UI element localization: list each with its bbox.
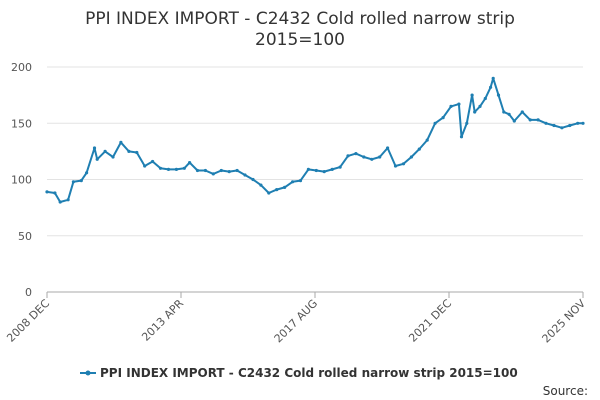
data-point[interactable] xyxy=(370,157,374,161)
data-point[interactable] xyxy=(227,170,231,174)
y-tick-label: 50 xyxy=(18,230,32,243)
y-tick-label: 150 xyxy=(11,117,32,130)
legend-label: PPI INDEX IMPORT - C2432 Cold rolled nar… xyxy=(100,366,518,380)
data-point[interactable] xyxy=(507,112,511,116)
data-point[interactable] xyxy=(425,138,429,142)
data-point[interactable] xyxy=(151,159,155,164)
data-point[interactable] xyxy=(79,179,83,183)
data-point[interactable] xyxy=(314,168,318,173)
data-point[interactable] xyxy=(576,121,580,125)
data-point[interactable] xyxy=(275,188,279,192)
data-point[interactable] xyxy=(298,179,303,183)
data-point[interactable] xyxy=(135,150,139,155)
data-point[interactable] xyxy=(219,168,223,173)
data-point[interactable] xyxy=(158,166,163,170)
x-axis: 2008 DEC 2013 APR 2017 AUG 2021 DEC 2025 NOV xyxy=(4,292,588,346)
data-point[interactable] xyxy=(143,164,147,168)
data-point[interactable] xyxy=(195,168,200,173)
y-tick-label: 100 xyxy=(11,174,32,187)
data-point[interactable] xyxy=(53,191,57,195)
data-point[interactable] xyxy=(71,180,75,184)
y-tick-label: 0 xyxy=(25,286,32,299)
data-point[interactable] xyxy=(267,191,271,195)
chart-title-line-2: 2015=100 xyxy=(255,30,345,50)
data-point[interactable] xyxy=(568,123,572,128)
legend-marker xyxy=(85,370,91,376)
data-point[interactable] xyxy=(502,110,506,114)
data-point[interactable] xyxy=(243,173,247,177)
x-tick-label: 2017 AUG xyxy=(272,297,321,346)
data-point[interactable] xyxy=(378,155,382,159)
data-point[interactable] xyxy=(338,165,342,169)
data-point[interactable] xyxy=(119,140,123,144)
data-point[interactable] xyxy=(92,146,97,150)
data-point[interactable] xyxy=(496,93,501,97)
data-point[interactable] xyxy=(478,104,482,108)
data-point[interactable] xyxy=(85,171,89,175)
data-point[interactable] xyxy=(483,96,487,101)
data-point[interactable] xyxy=(95,157,99,161)
data-point[interactable] xyxy=(103,149,107,153)
data-point[interactable] xyxy=(449,104,453,108)
data-point[interactable] xyxy=(211,172,215,176)
data-point[interactable] xyxy=(203,168,207,173)
x-tick-label: 2021 DEC xyxy=(406,297,454,345)
data-point[interactable] xyxy=(401,162,406,166)
data-point[interactable] xyxy=(111,155,115,159)
data-point[interactable] xyxy=(441,116,445,120)
x-tick-label: 2008 DEC xyxy=(4,297,52,345)
data-point[interactable] xyxy=(306,167,310,171)
data-point[interactable] xyxy=(581,121,585,125)
y-axis: 0 50 100 150 200 xyxy=(11,61,32,299)
data-point[interactable] xyxy=(166,167,171,171)
data-point[interactable] xyxy=(127,149,131,153)
data-point[interactable] xyxy=(491,76,495,80)
data-point[interactable] xyxy=(552,123,556,128)
data-point[interactable] xyxy=(520,110,524,114)
series-layer xyxy=(45,76,585,204)
data-point[interactable] xyxy=(251,177,255,182)
data-point[interactable] xyxy=(536,118,540,122)
data-point[interactable] xyxy=(283,185,287,189)
data-point[interactable] xyxy=(473,110,477,114)
data-point[interactable] xyxy=(66,198,70,202)
data-point[interactable] xyxy=(346,154,350,158)
source-label: Source: xyxy=(543,384,588,398)
data-point[interactable] xyxy=(58,200,62,204)
data-point[interactable] xyxy=(235,168,239,173)
x-tick-label: 2013 APR xyxy=(139,297,186,344)
data-point[interactable] xyxy=(354,152,358,156)
y-tick-label: 200 xyxy=(11,61,32,74)
data-point[interactable] xyxy=(45,190,49,194)
chart-title-line-1: PPI INDEX IMPORT - C2432 Cold rolled nar… xyxy=(85,9,515,29)
data-point[interactable] xyxy=(489,85,493,89)
data-point[interactable] xyxy=(393,164,398,168)
data-point[interactable] xyxy=(560,126,564,130)
data-point[interactable] xyxy=(188,161,192,165)
data-point[interactable] xyxy=(322,170,326,174)
data-point[interactable] xyxy=(544,121,548,125)
data-point[interactable] xyxy=(457,102,461,106)
data-point[interactable] xyxy=(174,167,178,171)
legend[interactable]: PPI INDEX IMPORT - C2432 Cold rolled nar… xyxy=(80,366,518,380)
data-point[interactable] xyxy=(512,119,516,123)
data-point[interactable] xyxy=(259,183,263,187)
data-point[interactable] xyxy=(417,147,421,151)
data-point[interactable] xyxy=(433,121,437,125)
data-point[interactable] xyxy=(291,180,295,184)
data-point[interactable] xyxy=(470,93,474,97)
data-point[interactable] xyxy=(330,167,334,171)
gridlines xyxy=(47,66,583,237)
data-point[interactable] xyxy=(182,166,186,170)
series-line xyxy=(46,77,583,203)
x-tick-label: 2025 NOV xyxy=(540,297,589,346)
data-point[interactable] xyxy=(386,146,390,150)
data-point[interactable] xyxy=(362,155,366,159)
data-point[interactable] xyxy=(465,121,469,125)
data-point[interactable] xyxy=(528,118,532,122)
data-point[interactable] xyxy=(409,155,413,159)
data-point[interactable] xyxy=(459,135,464,139)
